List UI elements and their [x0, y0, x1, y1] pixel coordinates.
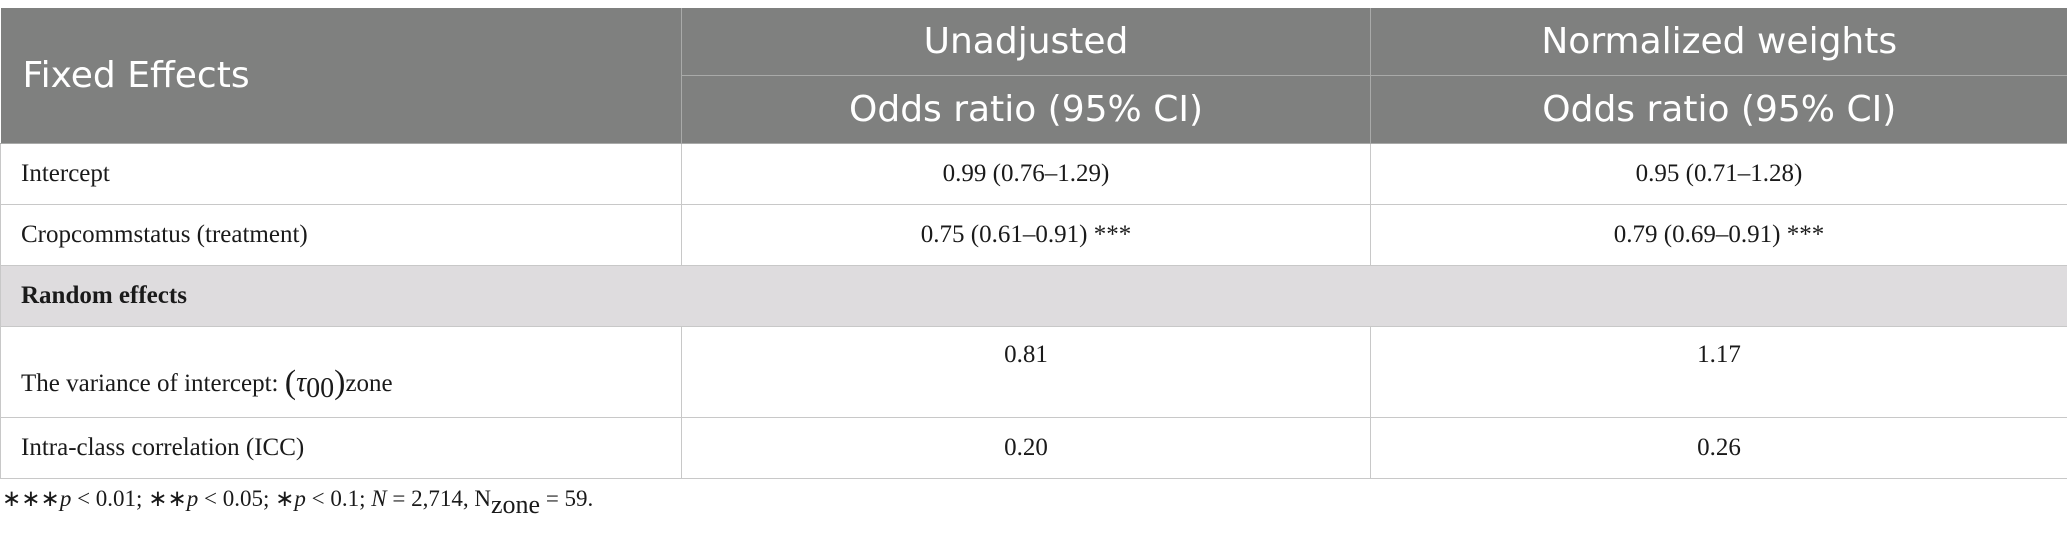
tau-subscript: 00	[306, 373, 335, 404]
header-row-1: Fixed Effects Unadjusted Normalized weig…	[0, 8, 2067, 144]
row-label-variance: The variance of intercept: (τ00)zone	[0, 326, 682, 418]
cell-unadjusted: 0.20	[681, 417, 1371, 479]
p3-stars: ∗	[275, 486, 295, 511]
header-unadjusted: Unadjusted	[681, 8, 1371, 76]
p1-var: p	[59, 486, 72, 511]
n-text: = 2,714,	[386, 486, 475, 511]
header-fixed-effects: Fixed Effects	[0, 8, 682, 144]
p2-stars: ∗∗	[148, 486, 187, 511]
p1-text: < 0.01;	[71, 486, 149, 511]
nzone-text: = 59.	[540, 486, 594, 511]
cell-unadjusted: 0.81	[681, 326, 1371, 418]
header-odds-ratio-normalized: Odds ratio (95% CI)	[1370, 75, 2067, 144]
cell-normalized: 0.95 (0.71–1.28)	[1370, 143, 2067, 205]
p1-stars: ∗∗∗	[2, 486, 60, 511]
p3-text: < 0.1;	[305, 486, 372, 511]
cell-normalized: 0.26	[1370, 417, 2067, 479]
p3-var: p	[294, 486, 306, 511]
variance-label-suffix: zone	[345, 370, 393, 397]
variance-label-prefix: The variance of intercept:	[21, 370, 285, 397]
header-row-2: Odds ratio (95% CI) Odds ratio (95% CI)	[1, 75, 2067, 144]
cell-normalized: 1.17	[1370, 326, 2067, 418]
results-table: Fixed Effects Unadjusted Normalized weig…	[0, 8, 2067, 479]
row-label: Intercept	[0, 143, 682, 205]
nzone-sub: zone	[490, 490, 541, 519]
p2-text: < 0.05;	[198, 486, 276, 511]
nzone-main: N	[474, 486, 491, 511]
table-row-variance: The variance of intercept: (τ00)zone 0.8…	[0, 326, 2067, 418]
open-paren: (	[284, 364, 297, 401]
table-footnote: ∗∗∗p < 0.01; ∗∗p < 0.05; ∗p < 0.1; N = 2…	[2, 486, 593, 520]
header-normalized-weights: Normalized weights	[1370, 8, 2067, 76]
row-label: Cropcommstatus (treatment)	[0, 204, 682, 266]
section-row-random-effects: Random effects	[0, 265, 2067, 327]
table-row-cropcommstatus: Cropcommstatus (treatment) 0.75 (0.61–0.…	[0, 204, 2067, 266]
section-label: Random effects	[0, 265, 2067, 327]
n-var: N	[371, 486, 387, 511]
header-odds-ratio-unadjusted: Odds ratio (95% CI)	[681, 75, 1371, 144]
cell-normalized: 0.79 (0.69–0.91) ***	[1370, 204, 2067, 266]
close-paren: )	[334, 364, 346, 401]
cell-unadjusted: 0.75 (0.61–0.91) ***	[681, 204, 1371, 266]
tau-symbol: τ	[296, 367, 307, 398]
p2-var: p	[186, 486, 199, 511]
cell-unadjusted: 0.99 (0.76–1.29)	[681, 143, 1371, 205]
table-row-intercept: Intercept 0.99 (0.76–1.29) 0.95 (0.71–1.…	[0, 143, 2067, 205]
table-row-icc: Intra-class correlation (ICC) 0.20 0.26	[0, 417, 2067, 479]
row-label: Intra-class correlation (ICC)	[0, 417, 682, 479]
